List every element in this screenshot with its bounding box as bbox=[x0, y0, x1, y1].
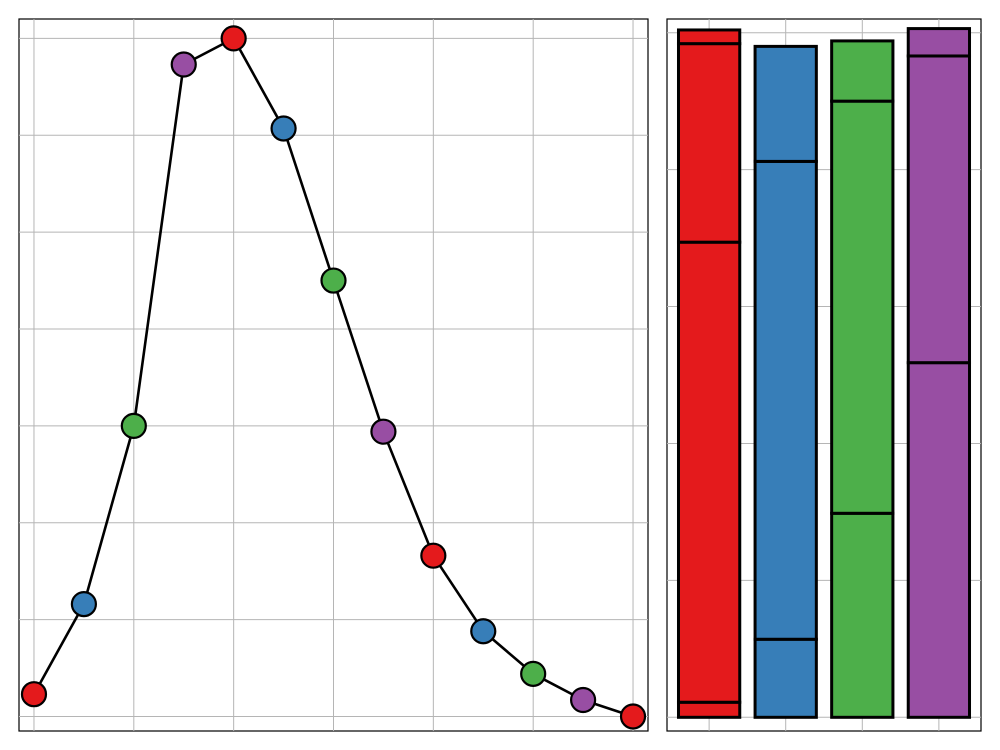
left-grid bbox=[19, 19, 648, 731]
bar-segment bbox=[830, 39, 895, 103]
bar-segment bbox=[830, 511, 895, 719]
bar-segment bbox=[753, 637, 818, 719]
left-line-chart bbox=[18, 18, 649, 732]
bar-segment bbox=[906, 54, 972, 365]
data-point bbox=[320, 267, 347, 294]
data-point bbox=[170, 51, 197, 78]
right-stacked-bar-chart bbox=[666, 18, 982, 732]
data-point bbox=[120, 412, 147, 439]
data-point bbox=[619, 703, 647, 730]
bar-segment bbox=[676, 240, 742, 704]
data-point bbox=[470, 618, 497, 645]
data-point bbox=[520, 660, 547, 687]
data-point bbox=[370, 418, 397, 445]
bar-segment bbox=[753, 44, 818, 163]
data-point bbox=[570, 686, 597, 714]
bar-segment bbox=[906, 27, 972, 58]
bar-segment bbox=[676, 700, 742, 719]
data-point bbox=[220, 25, 247, 52]
data-point bbox=[270, 115, 297, 142]
data-point bbox=[70, 590, 97, 618]
data-point bbox=[20, 681, 48, 708]
data-point bbox=[420, 542, 447, 569]
bar-segment bbox=[753, 159, 818, 641]
line-points bbox=[20, 25, 647, 730]
bar-segment bbox=[676, 28, 742, 46]
bar-segment bbox=[830, 99, 895, 515]
bar-segment bbox=[676, 42, 742, 244]
bar-segment bbox=[906, 361, 972, 719]
stacked-bars bbox=[676, 27, 972, 719]
